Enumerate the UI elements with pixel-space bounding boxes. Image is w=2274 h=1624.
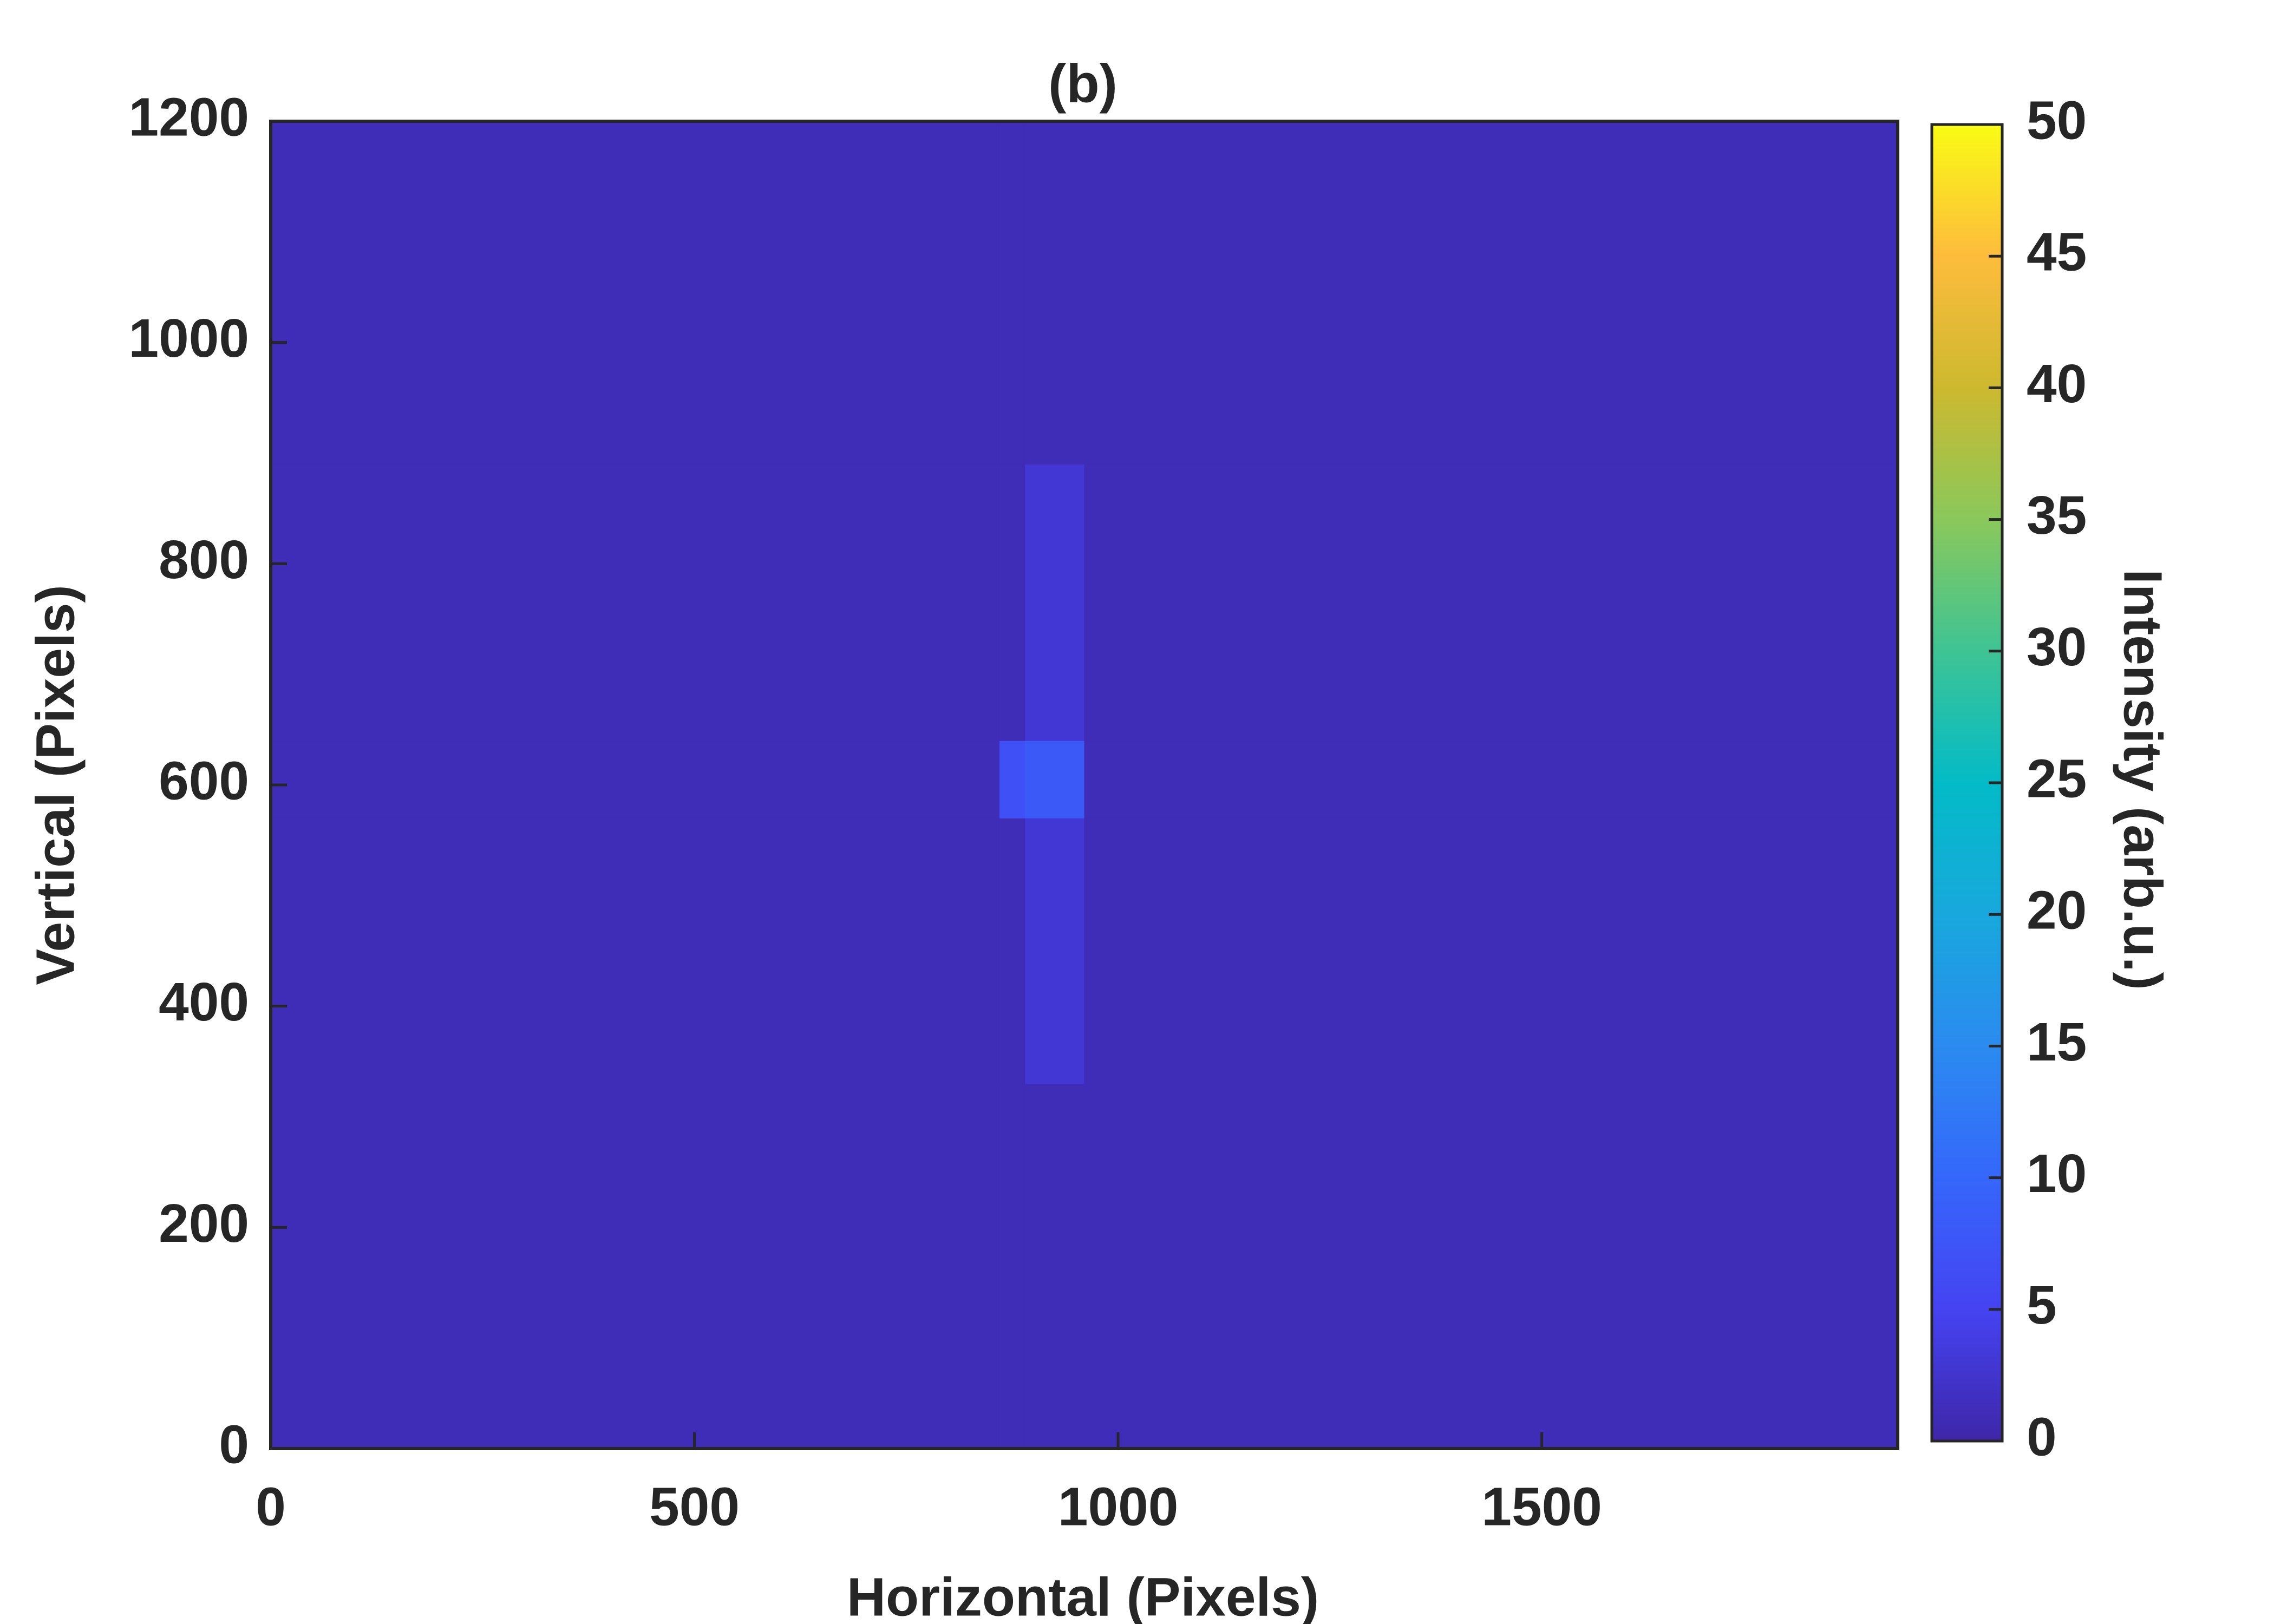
heatmap-cell: [999, 464, 1025, 741]
heatmap-cell: [999, 818, 1025, 1084]
chart-title: (b): [1048, 53, 1118, 114]
colorbar-tick-label: 45: [2027, 222, 2087, 283]
heatmap-cell: [271, 818, 1000, 1084]
x-tick-label: 1000: [1058, 1476, 1178, 1537]
y-tick-label: 800: [159, 529, 249, 590]
heatmap: [271, 121, 1898, 1449]
colorbar-tick-label: 50: [2027, 90, 2087, 150]
heatmap-cell: [1084, 121, 1898, 464]
y-axis-label: Vertical (Pixels): [25, 585, 86, 985]
y-tick-label: 400: [159, 972, 249, 1032]
x-tick-label: 1500: [1481, 1476, 1602, 1537]
y-tick-label: 1000: [129, 308, 249, 369]
y-tick-label: 1200: [129, 87, 249, 147]
heatmap-cell: [999, 121, 1025, 464]
heatmap-cell: [1024, 464, 1084, 741]
y-tick-label: 200: [159, 1193, 249, 1254]
heatmap-cell: [271, 1083, 1000, 1449]
heatmap-cell: [271, 121, 1000, 464]
x-axis-label: Horizontal (Pixels): [847, 1567, 1319, 1624]
colorbar-tick-label: 30: [2027, 617, 2087, 677]
heatmap-cell: [999, 741, 1025, 818]
colorbar-tick-label: 0: [2027, 1406, 2057, 1467]
heatmap-cell: [1084, 464, 1898, 741]
y-tick-label: 600: [159, 750, 249, 811]
colorbar-tick-label: 20: [2027, 880, 2087, 941]
heatmap-cell: [1024, 818, 1084, 1084]
x-tick-label: 500: [649, 1476, 740, 1537]
colorbar-tick-label: 25: [2027, 748, 2087, 809]
colorbar-tick-label: 10: [2027, 1143, 2087, 1204]
heatmap-cell: [1024, 1083, 1084, 1449]
colorbar-tick-label: 5: [2027, 1275, 2057, 1335]
x-tick-label: 0: [256, 1476, 286, 1537]
colorbar-label: Intensity (arb.u.): [2113, 569, 2173, 990]
heatmap-cell: [1024, 121, 1084, 464]
heatmap-cell: [1084, 818, 1898, 1084]
colorbar-tick-label: 40: [2027, 353, 2087, 414]
colorbar-tick-label: 15: [2027, 1012, 2087, 1072]
heatmap-cell: [1084, 1083, 1898, 1449]
heatmap-cell: [1024, 741, 1084, 818]
heatmap-cell: [999, 1083, 1025, 1449]
colorbar-tick-label: 35: [2027, 485, 2087, 546]
y-tick-label: 0: [219, 1414, 249, 1475]
heatmap-cell: [1084, 741, 1898, 818]
heatmap-cell: [271, 464, 1000, 741]
heatmap-cell: [271, 741, 1000, 818]
